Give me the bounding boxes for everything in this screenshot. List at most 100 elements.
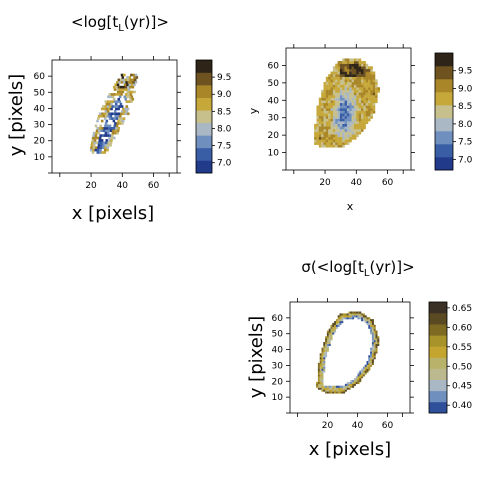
heatmap-cell xyxy=(356,100,359,104)
heatmap-cell xyxy=(339,115,343,119)
heatmap-cell xyxy=(325,115,329,119)
heatmap-cell xyxy=(323,89,327,93)
heatmap-cell xyxy=(353,311,356,314)
heatmap-cell xyxy=(98,126,102,130)
heatmap-cell xyxy=(359,313,362,316)
heatmap-cell xyxy=(98,136,102,140)
heatmap-cell xyxy=(334,385,337,388)
heatmap-cell xyxy=(344,68,348,72)
y-tick-label: 50 xyxy=(272,330,284,340)
heatmap-cell xyxy=(133,78,137,82)
heatmap-cell xyxy=(371,351,374,354)
heatmap-cell xyxy=(339,63,343,67)
heatmap-cell xyxy=(335,142,338,145)
heatmap-cell xyxy=(91,151,95,154)
heatmap-cell xyxy=(321,118,324,122)
heatmap-cell xyxy=(371,332,374,335)
heatmap-cell xyxy=(332,144,336,148)
heatmap-cell xyxy=(115,112,118,116)
heatmap-cell xyxy=(349,74,352,77)
heatmap-cell xyxy=(349,92,352,96)
heatmap-cell xyxy=(112,119,116,123)
heatmap-cell xyxy=(325,97,329,101)
heatmap-cell xyxy=(118,100,122,103)
heatmap-cell xyxy=(357,381,360,385)
heatmap-cell xyxy=(356,61,359,64)
heatmap-cell xyxy=(121,76,125,79)
heatmap-cell xyxy=(317,387,320,390)
colorbar-tick-label: 0.55 xyxy=(452,343,472,353)
heatmap-cell xyxy=(371,362,374,365)
heatmap-cell xyxy=(332,328,335,331)
heatmap-cell xyxy=(110,112,114,116)
colorbar-swatch xyxy=(435,53,453,67)
heatmap-cell xyxy=(112,112,116,116)
heatmap-cell xyxy=(125,100,129,103)
heatmap-cell xyxy=(330,142,334,145)
heatmap-cell xyxy=(353,380,356,383)
heatmap-cell xyxy=(113,117,116,120)
heatmap-cell xyxy=(323,105,327,109)
heatmap-cell xyxy=(120,93,123,96)
heatmap-cell xyxy=(319,366,322,369)
heatmap-cell xyxy=(351,102,355,106)
heatmap-cell xyxy=(346,81,350,85)
heatmap-cell xyxy=(373,349,376,352)
heatmap-cell xyxy=(127,93,130,96)
heatmap-cell xyxy=(362,313,365,316)
heatmap-cell xyxy=(337,76,341,80)
heatmap-cell xyxy=(352,380,355,383)
heatmap-cell xyxy=(370,324,373,327)
y-tick-label: 50 xyxy=(268,79,280,89)
heatmap-cell xyxy=(375,330,378,333)
heatmap-cell xyxy=(373,357,376,360)
heatmap-cell xyxy=(102,141,106,145)
heatmap-cell xyxy=(332,115,336,119)
heatmap-cell xyxy=(362,366,365,369)
heatmap-cell xyxy=(335,129,338,132)
heatmap-cell xyxy=(357,317,360,320)
heatmap-cell xyxy=(330,139,334,143)
y-tick-label: 30 xyxy=(272,361,284,371)
heatmap-cell xyxy=(337,79,341,83)
colorbar-swatch xyxy=(196,97,212,111)
heatmap-cell xyxy=(339,100,343,104)
heatmap-cell xyxy=(108,134,112,137)
heatmap-cell xyxy=(335,66,338,70)
heatmap-cell xyxy=(321,355,324,358)
heatmap-cell xyxy=(375,345,378,348)
heatmap-cell xyxy=(335,139,338,143)
heatmap-cell xyxy=(123,73,126,77)
heatmap-cell xyxy=(368,359,371,362)
heatmap-cell xyxy=(113,124,117,128)
heatmap-cell xyxy=(334,387,337,390)
heatmap-cell xyxy=(363,79,366,83)
heatmap-cell xyxy=(321,351,324,354)
heatmap-cell xyxy=(342,76,345,80)
heatmap-cell xyxy=(101,151,104,154)
heatmap-cell xyxy=(344,123,348,127)
heatmap-cell xyxy=(339,113,343,117)
heatmap-cell xyxy=(373,338,376,341)
heatmap-cell xyxy=(339,71,343,75)
heatmap-cell xyxy=(337,74,341,77)
heatmap-cell xyxy=(353,126,357,130)
heatmap-cell xyxy=(339,108,343,111)
heatmap-cell xyxy=(358,126,362,130)
heatmap-cell xyxy=(108,112,111,116)
heatmap-cell xyxy=(361,87,364,91)
heatmap-cell xyxy=(373,343,376,346)
heatmap-cell xyxy=(330,81,334,85)
heatmap-cell xyxy=(361,92,364,96)
heatmap-cell xyxy=(350,317,353,320)
heatmap-cell xyxy=(116,129,120,133)
heatmap-cell xyxy=(356,84,359,88)
colorbar-swatch xyxy=(435,92,453,106)
heatmap-cell xyxy=(349,71,352,75)
heatmap-cell xyxy=(332,332,335,335)
heatmap-cell xyxy=(349,115,352,119)
heatmap-cell xyxy=(314,139,317,143)
heatmap-cell xyxy=(344,113,348,117)
heatmap-cell xyxy=(341,389,344,392)
panel-title: <log[tL(yr)]> xyxy=(71,13,169,34)
